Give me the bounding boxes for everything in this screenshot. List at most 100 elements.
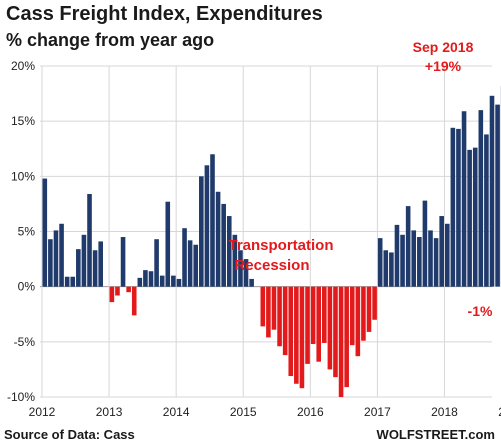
bar [176, 278, 182, 287]
bar [277, 286, 282, 347]
bar [372, 286, 377, 320]
bar [461, 111, 467, 287]
bar [221, 203, 226, 287]
bar [232, 234, 238, 287]
bar [266, 286, 271, 338]
x-tick-label: 2015 [230, 405, 257, 419]
bar [154, 239, 159, 287]
bar [383, 250, 389, 287]
x-tick-label: 2018 [431, 405, 458, 419]
bar [143, 270, 148, 287]
bar [165, 201, 171, 287]
bar [171, 275, 176, 287]
bar [187, 240, 193, 287]
bar [305, 286, 310, 364]
bar [199, 176, 204, 287]
source-note: Source of Data: Cass [4, 427, 135, 442]
bar [349, 286, 355, 346]
bar [294, 286, 299, 384]
y-tick-label: 10% [11, 169, 35, 183]
bar [131, 286, 137, 316]
y-tick-label: 20% [11, 59, 35, 73]
bar [389, 252, 394, 287]
bar [260, 286, 266, 327]
bar [120, 237, 126, 287]
bar [444, 223, 450, 287]
brand-logo: WOLFSTREET.com [376, 427, 495, 442]
x-tick-label: 2016 [297, 405, 324, 419]
x-tick-label: 2014 [163, 405, 190, 419]
x-tick-label: 2017 [364, 405, 391, 419]
bar [92, 250, 98, 287]
bar [377, 238, 383, 287]
bar [210, 154, 215, 287]
bar [450, 127, 456, 287]
bar [344, 286, 349, 388]
x-tick-label: 2019 [498, 405, 501, 419]
bar [87, 193, 92, 287]
y-tick-label: 15% [11, 114, 35, 128]
bar [182, 228, 187, 287]
bar [70, 276, 76, 287]
bar [327, 286, 333, 370]
bar [42, 178, 48, 287]
bar [411, 230, 417, 287]
bar [288, 286, 294, 377]
annotation-label: Sep 2018 [413, 39, 474, 55]
bar [310, 286, 316, 345]
bar [243, 259, 249, 287]
bar [271, 286, 277, 330]
bar [76, 249, 81, 287]
bar [98, 241, 103, 287]
bar [489, 95, 495, 287]
bar [394, 224, 400, 287]
bar [478, 110, 484, 287]
bar [433, 238, 439, 287]
bar [81, 234, 87, 287]
chart-title: Cass Freight Index, Expenditures [6, 3, 323, 25]
bar [204, 165, 210, 287]
bar [193, 244, 199, 287]
y-tick-label: -5% [14, 335, 36, 349]
bar-layer [42, 85, 501, 397]
bar [215, 191, 221, 287]
bar [484, 134, 489, 287]
bar [322, 286, 327, 343]
x-tick-label: 2012 [29, 405, 56, 419]
bar [249, 278, 254, 287]
bar [405, 206, 411, 287]
bar [467, 149, 472, 287]
bar [137, 277, 143, 287]
bar [495, 104, 500, 287]
bar [456, 128, 461, 287]
bar [422, 200, 428, 287]
grid-layer [40, 65, 492, 398]
bar [159, 275, 165, 287]
x-tick-label: 2013 [96, 405, 123, 419]
bar [64, 276, 70, 287]
bar [115, 286, 120, 296]
annotation-label: -1% [468, 303, 493, 319]
bar [338, 286, 344, 397]
bar [299, 286, 305, 389]
bar [428, 230, 433, 287]
annotation-label: Transportation [228, 237, 333, 254]
y-tick-label: -10% [7, 390, 35, 404]
bar [59, 223, 64, 287]
bar [366, 286, 372, 332]
bar [333, 286, 338, 378]
annotation-label: Recession [234, 257, 309, 274]
y-tick-label: 5% [18, 225, 36, 239]
y-tick-label: 0% [18, 280, 36, 294]
axis-layer: -10% -5% 0% 5% 10% 15% 20% 2012 2013 2014 2015 2016… [7, 59, 501, 419]
bar [355, 286, 361, 357]
bar [109, 286, 115, 303]
chart-subtitle: % change from year ago [6, 30, 215, 50]
bar [48, 239, 53, 287]
bar [238, 250, 243, 287]
annotation-label: +19% [425, 58, 462, 74]
annotation-layer: Transportation Recession Sep 2018 +19% -1% [228, 39, 493, 319]
bar [53, 230, 59, 287]
bar [439, 216, 444, 287]
